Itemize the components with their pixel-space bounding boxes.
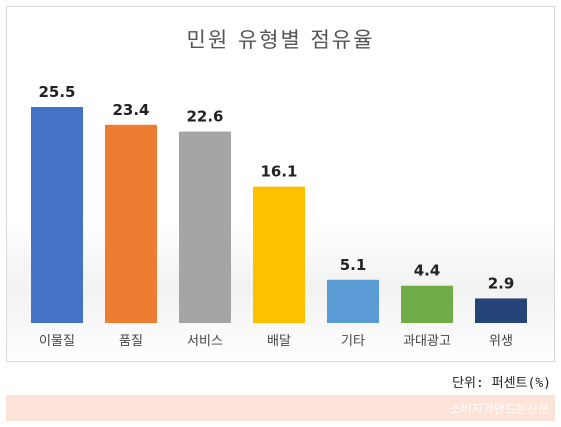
category-label-2: 서비스 — [187, 334, 223, 349]
category-label-1: 품질 — [119, 334, 143, 349]
bar-0 — [31, 107, 83, 323]
category-label-4: 기타 — [341, 334, 365, 349]
data-label-2: 22.6 — [186, 108, 223, 126]
category-label-5: 과대광고 — [403, 334, 451, 349]
data-label-5: 4.4 — [414, 262, 441, 280]
data-label-0: 25.5 — [38, 83, 75, 101]
bar-3 — [253, 186, 305, 323]
category-label-6: 위생 — [489, 334, 513, 349]
data-label-1: 23.4 — [112, 101, 149, 119]
bar-4 — [327, 279, 379, 323]
data-label-4: 5.1 — [340, 256, 367, 274]
bar-2 — [179, 131, 231, 323]
category-label-3: 배달 — [267, 334, 291, 349]
unit-label: 단위: 퍼센트(%) — [452, 376, 551, 391]
category-label-0: 이물질 — [39, 334, 75, 349]
data-label-6: 2.9 — [488, 274, 515, 292]
footer-watermark: 소비자가만드는신문 — [449, 402, 549, 416]
data-label-3: 16.1 — [260, 163, 297, 181]
bar-5 — [401, 285, 453, 323]
footer-bar: 소비자가만드는신문 — [6, 395, 555, 421]
chart-title: 민원 유형별 점유율 — [186, 28, 375, 52]
bar-chart: 25.5 이물질 23.4 품질 22.6 서비스 16.1 배달 5.1 기타 4.4 과대광고 2.… — [31, 83, 527, 349]
bar-1 — [105, 124, 157, 323]
bar-6 — [475, 298, 527, 323]
